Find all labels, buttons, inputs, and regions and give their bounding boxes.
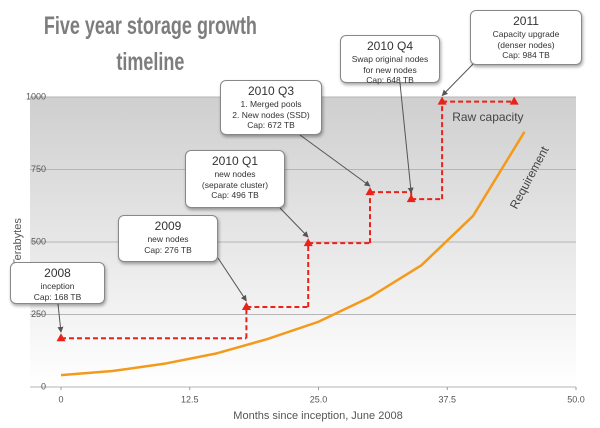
y-tick-label: 750 — [31, 164, 46, 174]
callout-line: new nodes — [147, 234, 189, 244]
x-tick-label: 25.0 — [310, 394, 328, 404]
callout-line: Swap original nodes — [351, 54, 429, 64]
callout: 2010 Q3 1. Merged pools 2. New nodes (SSD)… — [220, 80, 322, 135]
callout-line: Cap: 672 TB — [247, 120, 295, 130]
y-tick-label: 500 — [31, 236, 46, 246]
callout: 2009 new nodes Cap: 276 TB — [118, 215, 218, 262]
callout: 2008 inception Cap: 168 TB — [10, 262, 105, 304]
x-axis-label: Months since inception, June 2008 — [233, 410, 402, 422]
point-marker — [365, 187, 375, 196]
x-tick-label: 12.5 — [181, 394, 199, 404]
callout-title: 2010 Q1 — [211, 154, 259, 168]
callout-line: for new nodes — [363, 64, 417, 75]
callout: 2010 Q1 new nodes (separate cluster) Cap: 4… — [185, 150, 285, 208]
callout: 2011 Capacity upgrade (denser nodes) Cap: 9… — [470, 10, 582, 65]
y-tick-label: 250 — [31, 309, 46, 319]
callout-line: new nodes — [214, 169, 256, 179]
callout-arrow — [299, 134, 371, 187]
point-marker — [56, 333, 66, 342]
point-marker — [303, 238, 313, 247]
x-tick-label: 37.5 — [438, 394, 456, 404]
callout-arrow — [399, 82, 414, 194]
callout-title: 2010 Q3 — [247, 84, 295, 98]
y-tick-label: 0 — [41, 381, 46, 391]
callout: 2010 Q4 Swap original nodes for new nodes C… — [340, 35, 440, 85]
callout-line: Cap: 276 TB — [144, 244, 192, 255]
callout-arrow — [279, 207, 309, 238]
point-marker — [241, 301, 251, 310]
requirement-line — [60, 131, 526, 377]
callout-title: 2011 — [513, 14, 539, 28]
callout-line: Cap: 984 TB — [502, 50, 550, 60]
callout-line: inception — [40, 281, 75, 291]
x-tick-label: 50.0 — [567, 394, 585, 404]
callout-line: (separate cluster) — [201, 179, 269, 190]
capacity-series — [56, 96, 519, 342]
callout-line: 2. New nodes (SSD) — [232, 109, 310, 120]
callout-line: Cap: 496 TB — [211, 190, 259, 200]
callout-arrow — [57, 303, 64, 333]
callout-title: 2010 Q4 — [366, 39, 414, 53]
x-tick-label: 0 — [58, 394, 63, 404]
callout-arrow — [217, 257, 247, 302]
series-label: Raw capacity — [452, 110, 523, 124]
callout-line: 1. Merged pools — [240, 99, 302, 109]
callout-line: Cap: 168 TB — [33, 291, 82, 302]
chart-title: Five year storage growth timeline — [43, 12, 257, 76]
callout-line: Capacity upgrade — [492, 29, 560, 39]
callout-title: 2008 — [44, 266, 71, 280]
y-tick-label: 1000 — [26, 91, 46, 101]
y-axis-label: Terabytes — [12, 218, 24, 266]
point-marker — [437, 96, 447, 105]
point-marker — [406, 194, 416, 203]
callout-title: 2009 — [154, 219, 182, 233]
callout-line: Cap: 648 TB — [366, 75, 414, 85]
point-marker — [509, 96, 519, 105]
callout-arrow — [441, 61, 476, 97]
callout-line: (denser nodes) — [497, 39, 555, 50]
